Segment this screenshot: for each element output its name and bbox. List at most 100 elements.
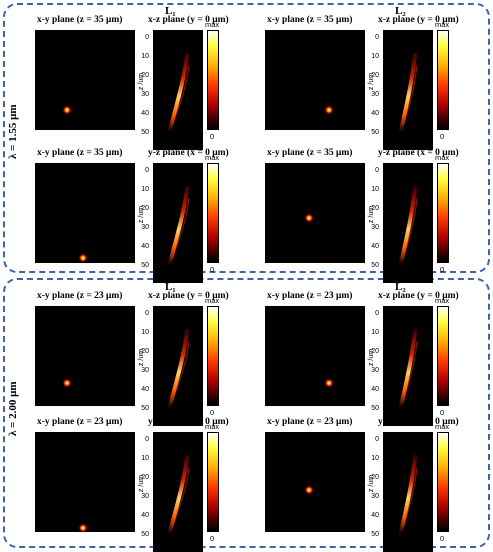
z-ticks-4: 0 10 20 30 40 50	[135, 306, 149, 426]
z-tick-label: 30	[141, 493, 149, 500]
z-tick-label: 20	[371, 72, 379, 79]
section-frame-1550	[3, 3, 490, 273]
z-tick-label: 50	[371, 262, 379, 269]
xy-focal-image-7	[265, 432, 365, 532]
side-focal-image-0	[153, 30, 203, 150]
colorbar-max-2: max	[205, 153, 220, 162]
z-tick-label: 50	[371, 129, 379, 136]
z-axis-label-2: z /um	[138, 205, 146, 224]
section-frame-2000	[3, 278, 490, 548]
z-tick-label: 0	[145, 310, 149, 317]
z-tick-label: 50	[371, 405, 379, 412]
z-tick-label: 40	[141, 386, 149, 393]
colorbar-min-1: 0	[440, 132, 445, 141]
colorbar-7	[437, 432, 449, 532]
colorbar-min-3: 0	[440, 265, 445, 274]
z-tick-label: 50	[141, 262, 149, 269]
panel-label-4: L₁	[165, 281, 176, 293]
xy-focal-image-4	[35, 306, 135, 406]
z-tick-label: 40	[371, 243, 379, 250]
xy-focal-image-3	[265, 163, 365, 263]
colorbar-max-5: max	[435, 296, 450, 305]
colorbar-3	[437, 163, 449, 263]
z-tick-label: 0	[145, 167, 149, 174]
z-tick-label: 50	[141, 129, 149, 136]
z-tick-label: 10	[371, 186, 379, 193]
side-plane-title-3: y-z plane (x = 0 μm)	[378, 148, 459, 158]
side-plane-title-1: x-z plane (y = 0 μm)	[378, 15, 459, 25]
colorbar-min-0: 0	[210, 132, 215, 141]
panel-label-7: L₄	[395, 407, 406, 419]
z-tick-label: 0	[375, 310, 379, 317]
colorbar-min-4: 0	[210, 408, 215, 417]
z-tick-label: 50	[141, 405, 149, 412]
colorbar-2	[207, 163, 219, 263]
z-tick-label: 10	[141, 455, 149, 462]
colorbar-min-6: 0	[210, 534, 215, 543]
z-ticks-0: 0 10 20 30 40 50	[135, 30, 149, 150]
z-tick-label: 30	[141, 91, 149, 98]
colorbar-min-7: 0	[440, 534, 445, 543]
z-axis-label-1: z /um	[368, 72, 376, 91]
panel-label-0: L₁	[165, 5, 176, 17]
panel-label-6: L₃	[165, 407, 176, 419]
xy-focal-image-0	[35, 30, 135, 130]
xy-plane-title-7: x-y plane (z = 23 μm)	[267, 417, 353, 427]
z-ticks-5: 0 10 20 30 40 50	[365, 306, 379, 426]
z-axis-label-7: z /um	[368, 474, 376, 493]
xy-focal-image-1	[265, 30, 365, 130]
xy-plane-title-0: x-y plane (z = 35 μm)	[37, 15, 123, 25]
z-tick-label: 50	[141, 531, 149, 538]
colorbar-min-5: 0	[440, 408, 445, 417]
z-tick-label: 10	[141, 329, 149, 336]
z-tick-label: 40	[141, 243, 149, 250]
colorbar-4	[207, 306, 219, 406]
z-tick-label: 20	[141, 205, 149, 212]
colorbar-1	[437, 30, 449, 130]
z-tick-label: 0	[145, 34, 149, 41]
z-ticks-6: 0 10 20 30 40 50	[135, 432, 149, 552]
z-tick-label: 30	[371, 493, 379, 500]
z-tick-label: 10	[141, 53, 149, 60]
side-plane-title-5: x-z plane (y = 0 μm)	[378, 291, 459, 301]
side-focal-image-4	[153, 306, 203, 426]
z-ticks-2: 0 10 20 30 40 50	[135, 163, 149, 283]
z-axis-label-0: z /um	[138, 72, 146, 91]
xy-plane-title-1: x-y plane (z = 35 μm)	[267, 15, 353, 25]
z-tick-label: 0	[375, 167, 379, 174]
z-ticks-1: 0 10 20 30 40 50	[365, 30, 379, 150]
z-tick-label: 40	[141, 512, 149, 519]
panel-label-5: L₂	[395, 281, 406, 293]
panel-label-1: L₂	[395, 5, 406, 17]
panel-label-2: L₃	[165, 138, 176, 150]
side-focal-image-1	[383, 30, 433, 150]
xy-focal-image-2	[35, 163, 135, 263]
z-axis-label-4: z /um	[138, 348, 146, 367]
z-tick-label: 30	[371, 91, 379, 98]
z-tick-label: 40	[141, 110, 149, 117]
z-tick-label: 40	[371, 110, 379, 117]
z-ticks-3: 0 10 20 30 40 50	[365, 163, 379, 283]
wavelength-label-2000: λ = 2.00 μm	[7, 381, 19, 436]
colorbar-5	[437, 306, 449, 406]
colorbar-max-0: max	[205, 20, 220, 29]
colorbar-6	[207, 432, 219, 532]
z-tick-label: 40	[371, 386, 379, 393]
z-axis-label-5: z /um	[368, 348, 376, 367]
colorbar-max-7: max	[435, 422, 450, 431]
xy-plane-title-4: x-y plane (z = 23 μm)	[37, 291, 123, 301]
colorbar-0	[207, 30, 219, 130]
z-tick-label: 20	[141, 72, 149, 79]
z-ticks-7: 0 10 20 30 40 50	[365, 432, 379, 552]
side-focal-image-7	[383, 432, 433, 552]
xy-plane-title-5: x-y plane (z = 23 μm)	[267, 291, 353, 301]
xy-plane-title-3: x-y plane (z = 35 μm)	[267, 148, 353, 158]
z-tick-label: 20	[371, 205, 379, 212]
side-plane-title-4: x-z plane (y = 0 μm)	[148, 291, 229, 301]
z-tick-label: 0	[145, 436, 149, 443]
xy-plane-title-2: x-y plane (z = 35 μm)	[37, 148, 123, 158]
xy-focal-image-6	[35, 432, 135, 532]
wavelength-label-1550: λ = 1.55 μm	[7, 104, 19, 159]
z-tick-label: 20	[371, 348, 379, 355]
z-axis-label-3: z /um	[368, 205, 376, 224]
